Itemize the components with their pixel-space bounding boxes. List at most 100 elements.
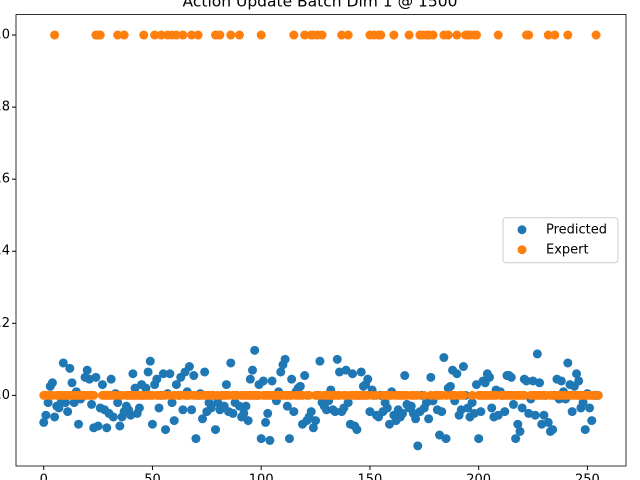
point (398, 408, 408, 418)
point (441, 434, 451, 444)
point (471, 30, 481, 40)
point (352, 425, 362, 435)
point (321, 405, 331, 415)
point (47, 378, 57, 388)
point (189, 371, 199, 381)
point (548, 425, 558, 435)
point (426, 372, 436, 382)
point (241, 401, 251, 411)
point (87, 399, 97, 409)
point (563, 30, 573, 40)
point (263, 408, 273, 418)
point (119, 30, 129, 40)
point (400, 371, 410, 381)
point (200, 367, 210, 377)
point (171, 30, 181, 40)
point (539, 410, 549, 420)
point (67, 378, 77, 388)
point (161, 425, 171, 435)
point (171, 380, 181, 390)
point (524, 30, 534, 40)
point (513, 419, 523, 429)
legend-marker (517, 225, 527, 235)
point (376, 30, 386, 40)
point (178, 30, 188, 40)
point (543, 30, 553, 40)
point (265, 435, 275, 445)
point (39, 417, 49, 427)
point (593, 390, 603, 400)
y-tick-label: 0.8 (0, 100, 10, 115)
point (419, 390, 429, 400)
point (443, 30, 453, 40)
point (567, 407, 577, 417)
point (317, 30, 327, 40)
point (530, 410, 540, 420)
legend-label: Expert (546, 242, 589, 257)
point (141, 383, 151, 393)
point (82, 365, 92, 375)
point (221, 380, 231, 390)
point (515, 426, 525, 436)
point (150, 30, 160, 40)
point (113, 30, 123, 40)
x-tick-label: 50 (144, 473, 161, 480)
point (193, 30, 203, 40)
x-tick-label: 100 (249, 473, 274, 480)
point (348, 369, 358, 379)
legend-label: Predicted (546, 222, 607, 237)
point (389, 30, 399, 40)
point (187, 30, 197, 40)
point (43, 398, 53, 408)
point (234, 30, 244, 40)
point (282, 401, 292, 411)
point (276, 367, 286, 377)
point (169, 416, 179, 426)
point (406, 401, 416, 411)
x-tick-label: 250 (575, 473, 600, 480)
point (550, 30, 560, 40)
point (152, 374, 162, 384)
point (445, 381, 455, 391)
point (226, 358, 236, 368)
point (580, 425, 590, 435)
point (41, 410, 51, 420)
point (158, 369, 168, 379)
point (476, 407, 486, 417)
point (289, 30, 299, 40)
point (215, 30, 225, 40)
point (261, 417, 271, 427)
point (167, 398, 177, 408)
point (535, 378, 545, 388)
point (108, 412, 118, 422)
point (485, 372, 495, 382)
point (143, 367, 153, 377)
point (467, 390, 477, 400)
point (411, 414, 421, 424)
point (178, 405, 188, 415)
point (413, 441, 423, 451)
point (458, 362, 468, 372)
point (452, 369, 462, 379)
point (563, 358, 573, 368)
point (50, 30, 60, 40)
point (113, 398, 123, 408)
point (95, 30, 105, 40)
point (300, 371, 310, 381)
point (145, 356, 155, 366)
point (243, 416, 253, 426)
point (404, 30, 414, 40)
point (228, 408, 238, 418)
point (184, 362, 194, 372)
point (587, 416, 597, 426)
point (128, 369, 138, 379)
point (74, 419, 84, 429)
point (156, 30, 166, 40)
point (134, 403, 144, 413)
point (591, 30, 601, 40)
point (91, 372, 101, 382)
point (245, 374, 255, 384)
point (500, 407, 510, 417)
point (343, 30, 353, 40)
point (97, 380, 107, 390)
